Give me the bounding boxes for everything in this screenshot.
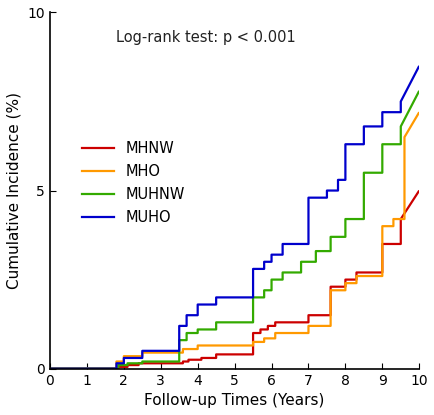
Legend: MHNW, MHO, MUHNW, MUHO: MHNW, MHO, MUHNW, MUHO <box>76 136 190 231</box>
Text: Log-rank test: p < 0.001: Log-rank test: p < 0.001 <box>116 30 296 45</box>
Y-axis label: Cumulative Incidence (%): Cumulative Incidence (%) <box>7 92 22 289</box>
X-axis label: Follow-up Times (Years): Follow-up Times (Years) <box>144 393 324 408</box>
